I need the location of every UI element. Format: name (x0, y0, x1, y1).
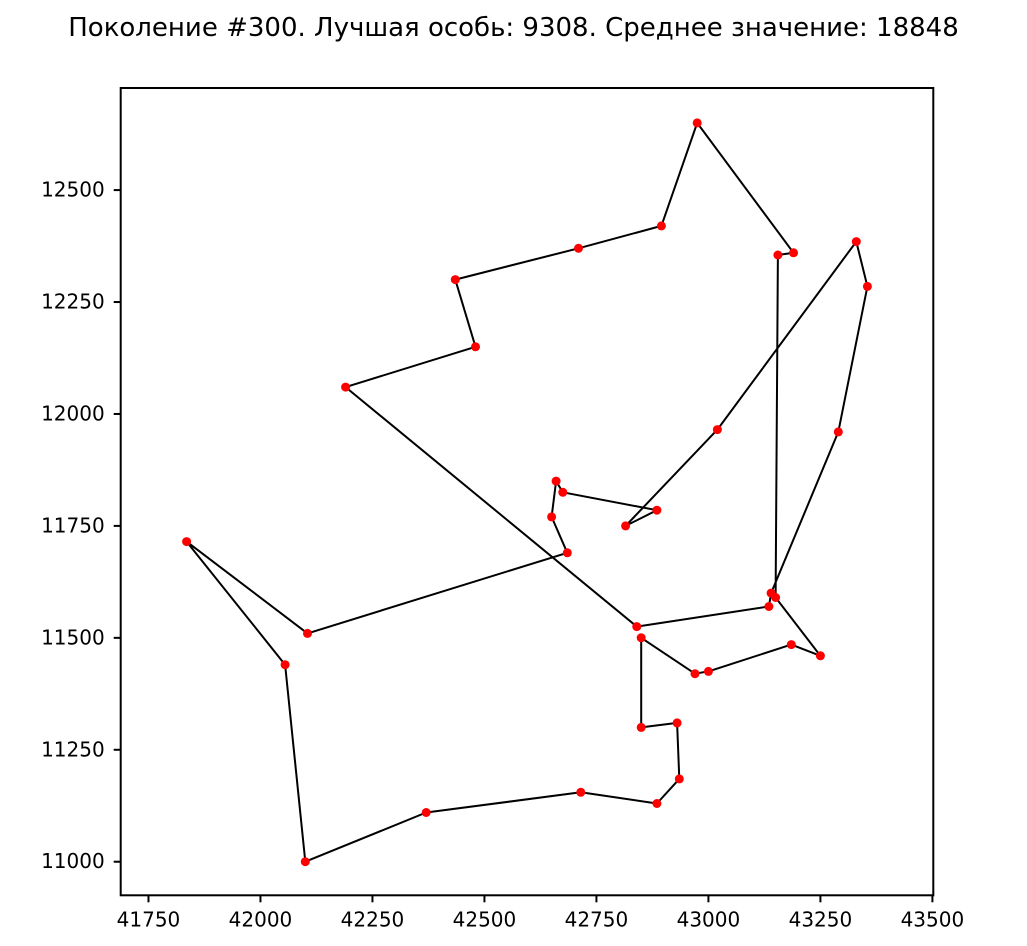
data-point (712, 425, 722, 435)
data-point (636, 722, 646, 732)
x-tick-label: 43500 (901, 907, 965, 931)
y-tick-label: 12000 (41, 401, 105, 425)
data-point (690, 669, 700, 679)
data-point (766, 588, 776, 598)
y-tick-label: 11000 (41, 849, 105, 873)
data-point (621, 521, 631, 531)
data-point (636, 633, 646, 643)
y-tick-label: 11250 (41, 737, 105, 761)
data-point (341, 382, 351, 392)
x-tick-label: 42750 (565, 907, 629, 931)
x-tick-label: 43000 (677, 907, 741, 931)
data-point (862, 281, 872, 291)
data-point (303, 628, 312, 638)
data-point (833, 427, 843, 437)
chart-title: Поколение #300. Лучшая особь: 9308. Сред… (68, 13, 959, 43)
data-point (786, 640, 796, 650)
plot-spines (119, 87, 935, 897)
data-point (576, 787, 586, 797)
tour-path (185, 121, 869, 863)
x-tick-label: 41750 (117, 907, 181, 931)
x-tick-label: 42000 (229, 907, 293, 931)
data-point (656, 221, 666, 231)
y-tick-label: 12500 (41, 178, 105, 202)
x-tick-label: 42500 (453, 907, 517, 931)
data-point (558, 487, 568, 497)
data-point (703, 666, 713, 676)
x-tick-label: 42250 (341, 907, 405, 931)
data-point (692, 118, 702, 128)
data-point (815, 651, 825, 661)
data-point (551, 476, 561, 486)
data-point (574, 243, 583, 253)
data-point (280, 660, 290, 670)
data-point (547, 512, 557, 522)
y-tick-label: 11750 (41, 513, 105, 537)
data-point (632, 622, 642, 632)
data-point (421, 808, 431, 817)
data-point (300, 857, 310, 867)
data-point (789, 248, 798, 258)
data-point (471, 342, 480, 352)
data-point (652, 799, 662, 808)
data-point (182, 537, 192, 547)
data-point (450, 275, 460, 285)
data-point (562, 548, 572, 558)
data-point (773, 250, 783, 260)
data-point (674, 774, 684, 784)
y-tick-label: 12250 (41, 290, 105, 314)
data-point (764, 602, 774, 611)
data-point (672, 718, 682, 728)
data-point (851, 237, 861, 247)
data-point (652, 505, 662, 515)
x-tick-label: 43250 (789, 907, 853, 931)
y-tick-label: 11500 (41, 625, 105, 649)
